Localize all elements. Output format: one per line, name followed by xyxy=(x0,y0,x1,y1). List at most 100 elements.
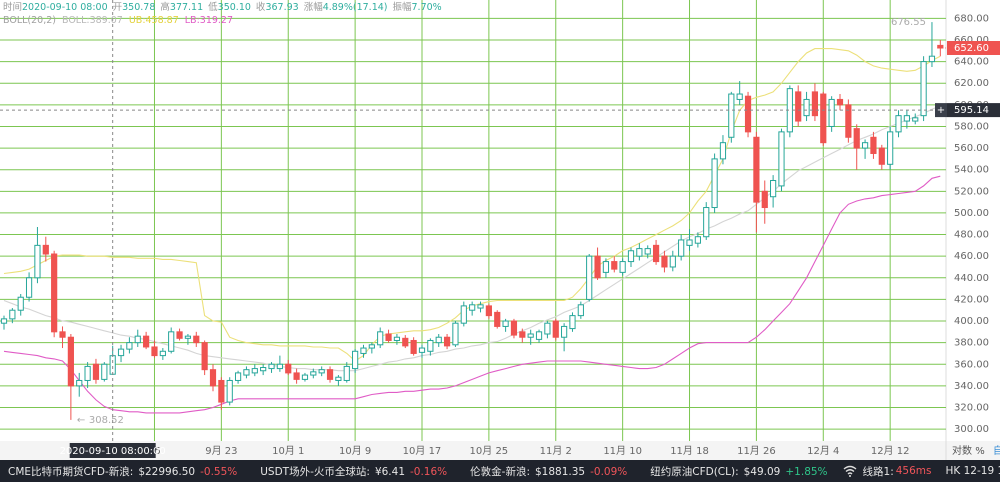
x-tick-label: 11月 2 xyxy=(540,445,572,457)
axis-tool: 自 xyxy=(993,444,1000,457)
ticker-price: $1881.35 xyxy=(534,465,586,478)
y-tick-label: 680.00 xyxy=(954,13,989,24)
candle-body xyxy=(310,371,317,376)
info-value: 367.93 xyxy=(265,2,299,13)
candle-body xyxy=(669,255,676,268)
ticker-bar: CME比特币期货CFD-新浪: $22996.50 -0.55% USDT场外-火币全… xyxy=(0,460,1000,482)
candle-body xyxy=(636,248,643,257)
band-line xyxy=(3,175,941,414)
x-tick-label: 12月 12 xyxy=(871,445,910,457)
candle-body xyxy=(67,336,74,387)
candle-body xyxy=(845,104,852,138)
candle-body xyxy=(761,190,768,209)
candle-body xyxy=(34,244,41,279)
x-tick-label: 9月 23 xyxy=(205,445,237,457)
ticker-change: -0.09% xyxy=(590,465,628,478)
info-label: 涨幅 xyxy=(303,2,323,13)
candle-body xyxy=(887,131,894,165)
latency: 456ms xyxy=(895,465,932,477)
crosshair-time-box xyxy=(69,443,156,458)
candle-body xyxy=(836,98,844,106)
candle-body xyxy=(870,136,877,154)
candle-body xyxy=(218,379,225,403)
candle-body xyxy=(728,93,735,138)
info-label: 时间 xyxy=(3,2,23,13)
candle-body xyxy=(736,93,743,100)
info-value: 4.89%(17.14) xyxy=(322,2,388,13)
info-value: 2020-09-10 08:00 xyxy=(22,2,108,13)
crosshair-price-box xyxy=(947,103,1000,118)
candle-body xyxy=(452,322,459,346)
candle-body xyxy=(418,347,426,353)
candle-body xyxy=(126,342,133,350)
axis-tool: % xyxy=(975,446,985,457)
candle-body xyxy=(903,115,910,122)
y-tick-label: 320.00 xyxy=(954,402,989,413)
min-arrow: ← xyxy=(77,415,85,426)
info-value: 7.70% xyxy=(411,2,442,13)
candle-body xyxy=(393,336,401,341)
candle-body xyxy=(368,344,375,349)
boll-info: BOLL(20,2) BOLL:389.07 UB:458.87 LB:319.27 xyxy=(3,14,447,27)
info-label: 振幅 xyxy=(392,2,412,13)
candle-body xyxy=(84,365,91,381)
x-tick-label: 12月 4 xyxy=(807,445,839,457)
candle-body xyxy=(201,342,208,371)
candle-body xyxy=(326,369,334,380)
candle-body xyxy=(519,331,526,338)
candle-body xyxy=(285,363,292,374)
crosshair-time: 2020-09-10 08:00:00 xyxy=(60,446,166,457)
candle-body xyxy=(92,363,100,380)
candle-body xyxy=(744,95,752,133)
candle-body xyxy=(134,335,141,344)
candle-body xyxy=(360,347,367,354)
candle-body xyxy=(535,331,543,340)
ticker: 伦敦金-新浪: $1881.35 -0.09% xyxy=(470,464,632,479)
x-tick-label: 10月 17 xyxy=(403,445,442,457)
y-tick-label: 520.00 xyxy=(954,186,989,197)
candle-body xyxy=(377,331,384,346)
candle-body xyxy=(42,244,49,255)
ohlc-info: 时间2020-09-10 08:00 开350.78 高377.11 低350.10 收… xyxy=(3,1,447,14)
candle-body xyxy=(184,335,192,339)
candle-body xyxy=(820,93,827,144)
candle-body xyxy=(226,379,233,403)
ticker: CME比特币期货CFD-新浪: $22996.50 -0.55% xyxy=(8,464,242,479)
candle-body xyxy=(318,369,325,374)
candles xyxy=(0,22,944,420)
ticker: 纽约原油CFD(CL): $49.09 +1.85% xyxy=(650,464,832,479)
candle-body xyxy=(561,325,568,338)
candle-body xyxy=(711,158,718,209)
candle-body xyxy=(694,236,701,244)
time-axis xyxy=(0,441,1000,460)
ticker-change: -0.16% xyxy=(410,465,448,478)
latency-label: 线路1: xyxy=(862,465,894,478)
ticker-name: 纽约原油CFD(CL): xyxy=(650,465,739,478)
candle-body xyxy=(586,255,593,300)
wifi-icon xyxy=(843,465,856,477)
candle-body xyxy=(828,98,835,127)
info-value: 350.10 xyxy=(217,2,251,13)
candle-body xyxy=(352,350,359,370)
candle-body xyxy=(719,142,727,160)
candle-body xyxy=(544,322,551,335)
candle-body xyxy=(611,261,618,270)
candle-body xyxy=(51,253,58,333)
ticker-name: 伦敦金-新浪: xyxy=(470,465,530,478)
boll-item: UB:458.87 xyxy=(128,15,179,26)
candle-body xyxy=(920,61,927,117)
y-tick-label: 640.00 xyxy=(954,57,989,68)
candle-body xyxy=(803,98,810,117)
ticker-price: $22996.50 xyxy=(138,465,196,478)
candle-body xyxy=(928,55,936,63)
y-tick-label: 440.00 xyxy=(954,273,989,284)
x-tick-label: 10月 1 xyxy=(272,445,304,457)
y-tick-label: 340.00 xyxy=(954,381,989,392)
info-label: 收 xyxy=(255,2,266,13)
candle-body xyxy=(385,333,392,341)
candle-body xyxy=(912,117,919,122)
clock: HK 12-19 14:18:49 xyxy=(945,465,1000,477)
candle-body xyxy=(937,44,944,49)
crosshair-plus-box xyxy=(935,103,947,118)
